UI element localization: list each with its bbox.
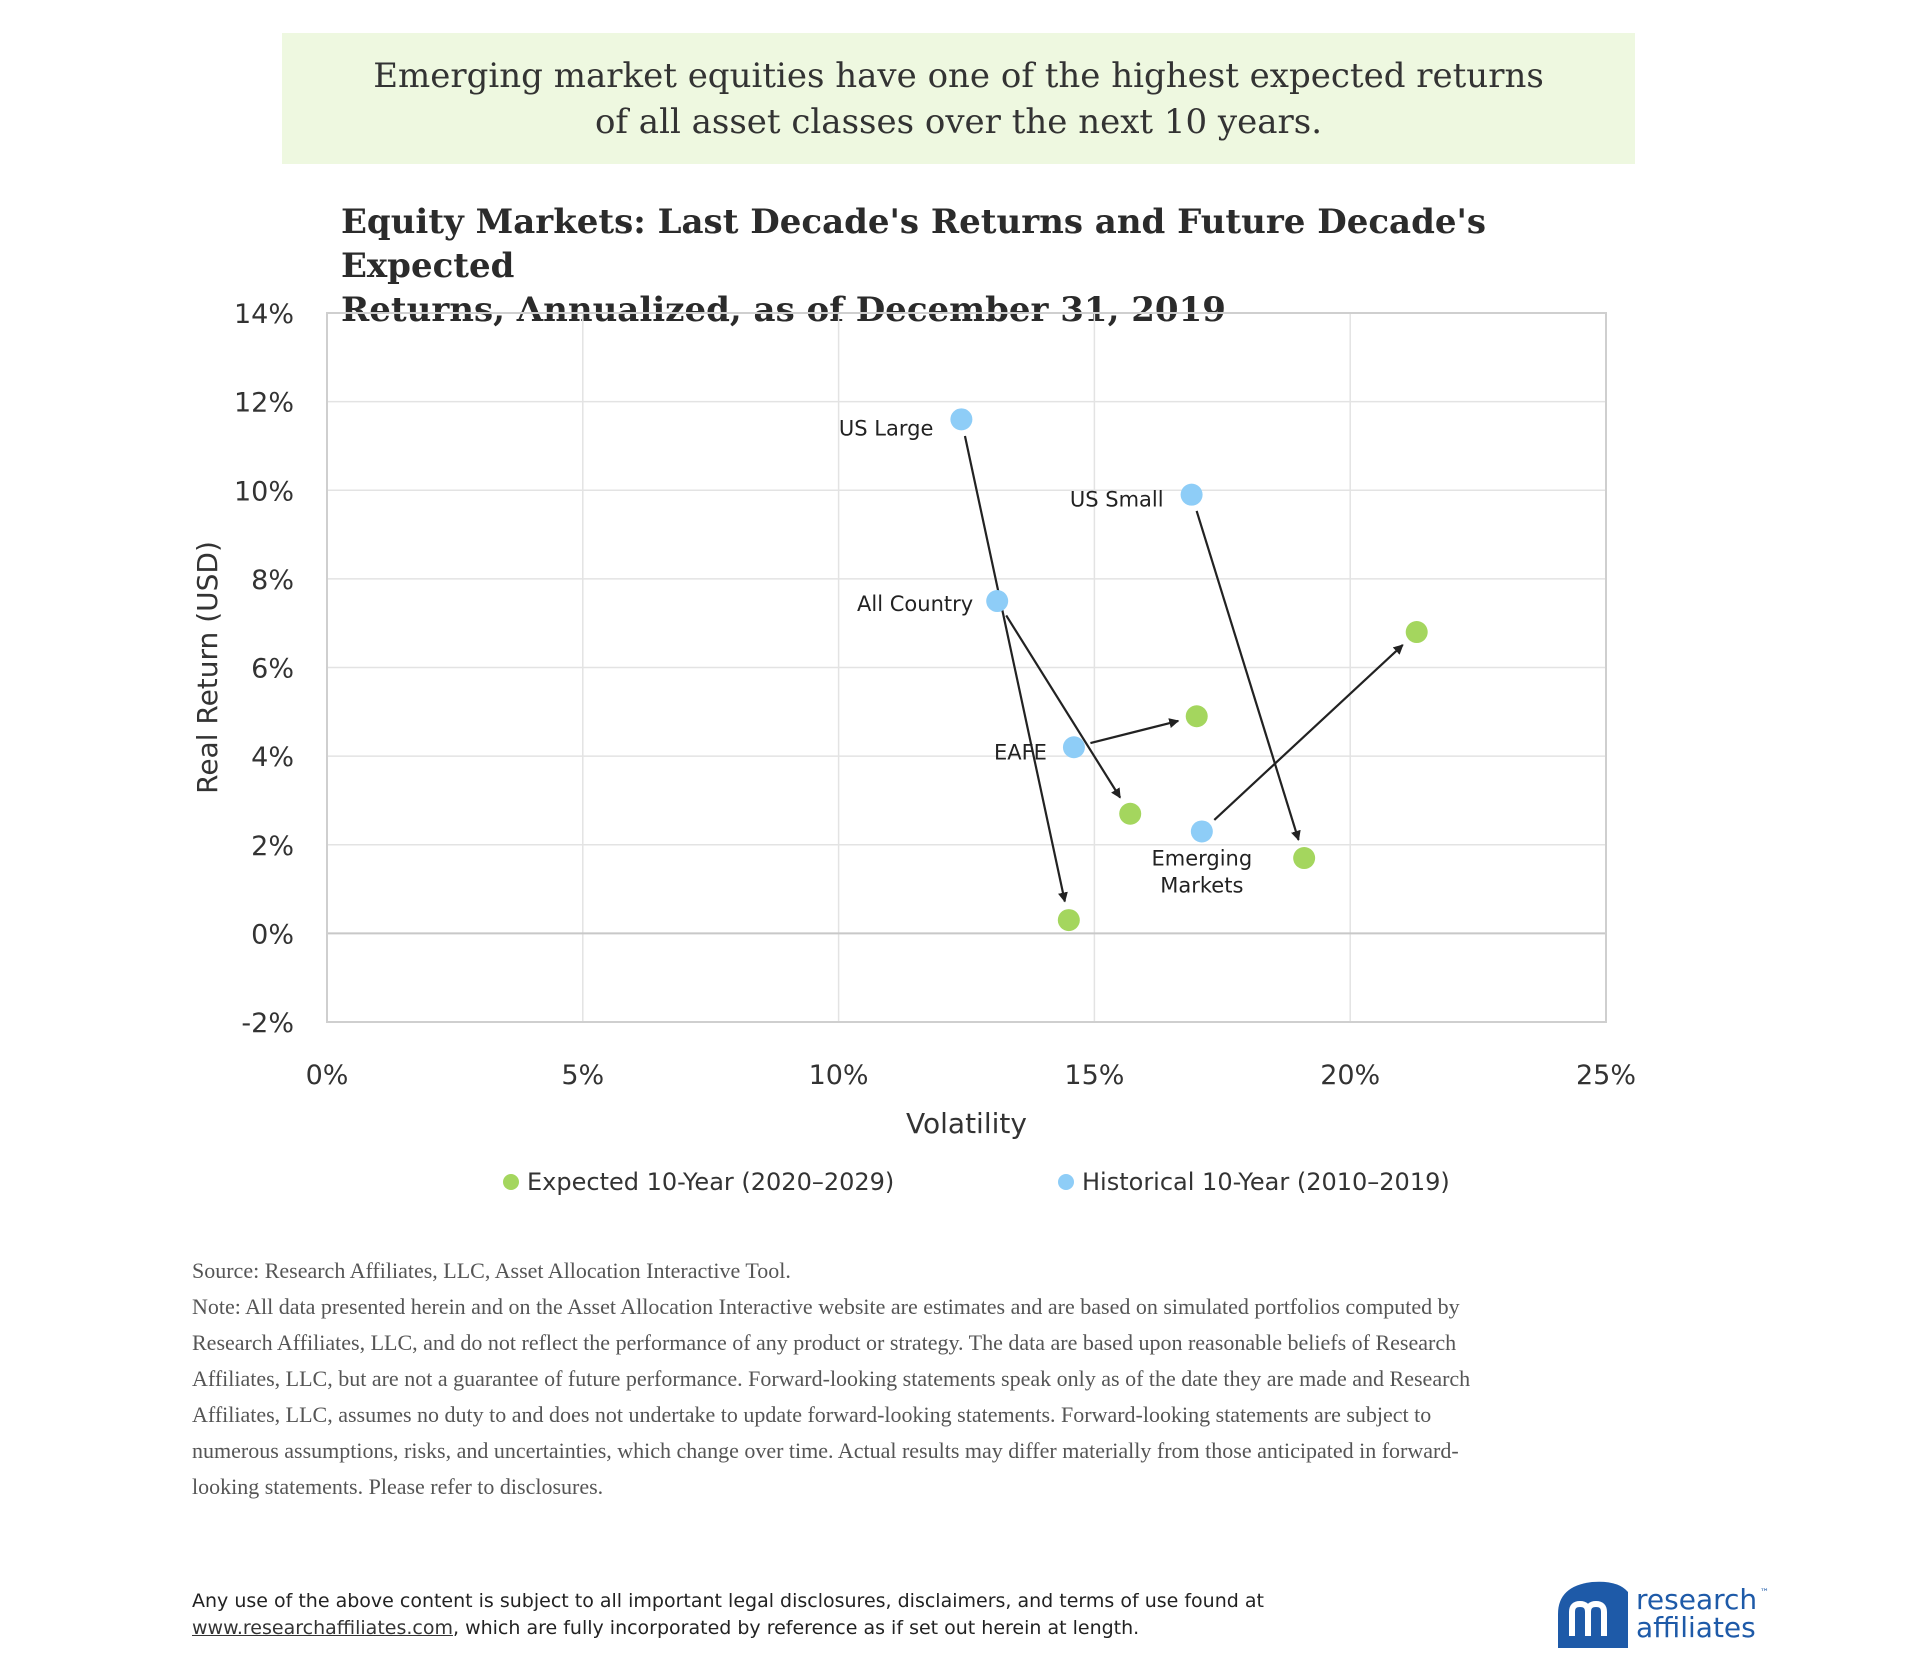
arrow-all-country bbox=[1005, 614, 1122, 799]
y-tick-label: 6% bbox=[251, 654, 294, 685]
grid-lines bbox=[326, 312, 1607, 1023]
x-tick-label: 15% bbox=[1064, 1060, 1124, 1091]
footer-line-1: Any use of the above content is subject … bbox=[192, 1590, 1264, 1612]
note-line: Note: All data presented herein and on t… bbox=[192, 1294, 1460, 1319]
legend-marker bbox=[1058, 1174, 1074, 1190]
y-tick-label: 14% bbox=[234, 299, 294, 330]
x-tick-label: 20% bbox=[1320, 1060, 1380, 1091]
footer-line-2-text: , which are fully incorporated by refere… bbox=[452, 1617, 1140, 1639]
note-line: looking statements. Please refer to disc… bbox=[192, 1474, 604, 1499]
point-label: Emerging bbox=[1151, 846, 1252, 870]
x-tick-label: 5% bbox=[561, 1060, 604, 1091]
expected-point-eafe bbox=[1185, 705, 1208, 728]
point-label: EAFE bbox=[994, 740, 1047, 764]
point-label: US Large bbox=[839, 416, 933, 440]
headline-line-1: Emerging market equities have one of the… bbox=[373, 55, 1544, 96]
headline-banner: Emerging market equities have one of the… bbox=[282, 33, 1635, 164]
axis-labels: 0% 5% 10% 15% 20% 25% -2% 0% 2% 4% 6% 8% 10% 12% 14% Vo… bbox=[191, 299, 1636, 1140]
chart-title: Equity Markets: Last Decade's Returns an… bbox=[341, 200, 1641, 332]
y-tick-label: 8% bbox=[251, 565, 294, 596]
research-affiliates-logo-icon bbox=[1558, 1581, 1628, 1648]
expected-point-all-country bbox=[1119, 802, 1142, 825]
plot-frame bbox=[326, 312, 1607, 1023]
y-tick-label: 10% bbox=[234, 476, 294, 507]
headline-line-2: of all asset classes over the next 10 ye… bbox=[594, 101, 1323, 142]
y-tick-label: 4% bbox=[251, 742, 294, 773]
y-tick-label: -2% bbox=[241, 1008, 294, 1039]
footer-line-2: www.researchaffiliates.com, which are fu… bbox=[192, 1615, 1392, 1642]
historical-point-us-large bbox=[950, 408, 973, 431]
arrow-us-small bbox=[1195, 510, 1301, 841]
source-note: Source: Research Affiliates, LLC, Asset … bbox=[192, 1258, 791, 1283]
website-link[interactable]: www.researchaffiliates.com bbox=[192, 1617, 453, 1639]
expected-point-us-small bbox=[1293, 847, 1316, 870]
transition-arrows bbox=[963, 435, 1404, 903]
legal-footer: Any use of the above content is subject … bbox=[192, 1588, 1392, 1642]
historical-point-all-country bbox=[986, 590, 1009, 613]
arrow-emerging-markets bbox=[1213, 644, 1404, 821]
chart-title-line-2: Returns, Annualized, as of December 31, … bbox=[341, 290, 1226, 330]
note-line: Affiliates, LLC, but are not a guarantee… bbox=[192, 1366, 1471, 1391]
legend-label: Historical 10-Year (2010–2019) bbox=[1082, 1168, 1450, 1196]
historical-point-us-small bbox=[1180, 483, 1203, 506]
historical-point-eafe bbox=[1062, 736, 1085, 759]
note-line: Research Affiliates, LLC, and do not ref… bbox=[192, 1330, 1457, 1355]
note-line: Affiliates, LLC, assumes no duty to and … bbox=[192, 1402, 1432, 1427]
expected-point-emerging-markets bbox=[1405, 621, 1428, 644]
expected-point-us-large bbox=[1057, 909, 1080, 932]
historical-point-emerging-markets bbox=[1190, 820, 1213, 843]
arrow-us-large bbox=[963, 435, 1068, 903]
point-labels: US Large US Small All Country EAFE Emerging M… bbox=[839, 416, 1252, 897]
point-label: All Country bbox=[857, 592, 973, 616]
logo-line-2: affiliates bbox=[1636, 1611, 1756, 1644]
y-tick-label: 2% bbox=[251, 831, 294, 862]
point-label: Markets bbox=[1160, 873, 1243, 897]
y-axis-title: Real Return (USD) bbox=[191, 541, 224, 794]
chart-title-line-1: Equity Markets: Last Decade's Returns an… bbox=[341, 202, 1487, 286]
legend: Expected 10-Year (2020–2029) Historical 1… bbox=[503, 1168, 1450, 1196]
y-tick-label: 12% bbox=[234, 388, 294, 419]
x-tick-label: 25% bbox=[1576, 1060, 1636, 1091]
note-line: numerous assumptions, risks, and uncerta… bbox=[192, 1438, 1459, 1463]
x-tick-label: 10% bbox=[809, 1060, 869, 1091]
data-points bbox=[950, 408, 1428, 932]
arrow-eafe bbox=[1090, 718, 1180, 745]
logo-wordmark: research affiliates bbox=[1636, 1586, 1757, 1642]
y-tick-label: 0% bbox=[251, 919, 294, 950]
logo-trademark: ™ bbox=[1760, 1588, 1769, 1598]
logo-line-1: research bbox=[1636, 1583, 1758, 1616]
legend-marker bbox=[503, 1174, 519, 1190]
legend-label: Expected 10-Year (2020–2029) bbox=[527, 1168, 894, 1196]
x-tick-label: 0% bbox=[306, 1060, 349, 1091]
notes-section: Source: Research Affiliates, LLC, Asset … bbox=[192, 1253, 1752, 1505]
x-axis-title: Volatility bbox=[906, 1107, 1027, 1140]
point-label: US Small bbox=[1070, 488, 1164, 512]
